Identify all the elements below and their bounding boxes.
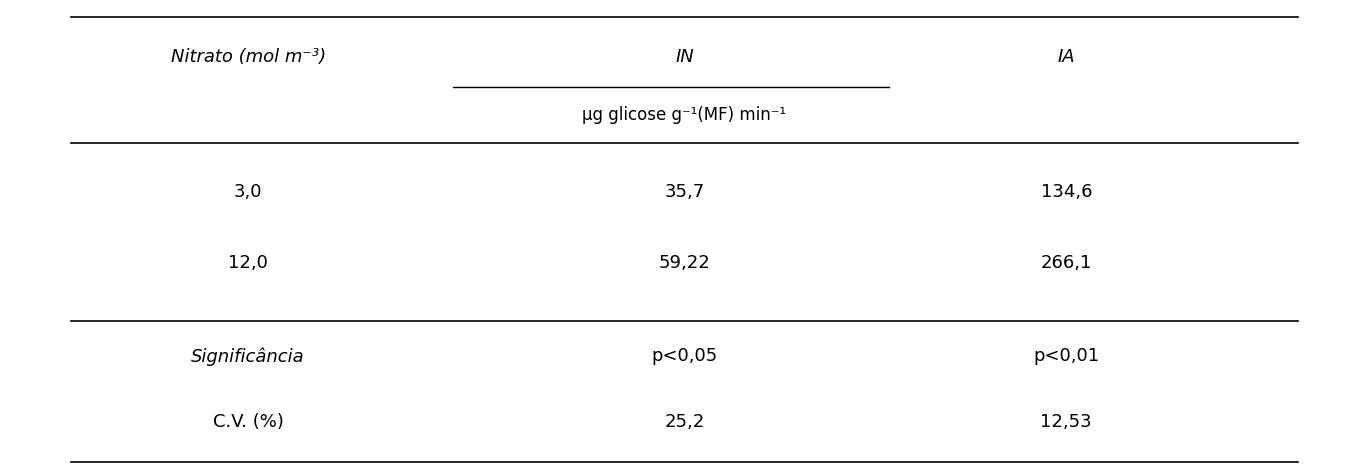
Text: 12,0: 12,0 — [229, 254, 268, 272]
Text: 266,1: 266,1 — [1040, 254, 1092, 272]
Text: 35,7: 35,7 — [664, 183, 705, 201]
Text: p<0,05: p<0,05 — [652, 347, 717, 365]
Text: 134,6: 134,6 — [1040, 183, 1092, 201]
Text: 3,0: 3,0 — [234, 183, 263, 201]
Text: 59,22: 59,22 — [658, 254, 711, 272]
Text: 25,2: 25,2 — [664, 413, 705, 431]
Text: IN: IN — [675, 48, 694, 65]
Text: 12,53: 12,53 — [1040, 413, 1092, 431]
Text: C.V. (%): C.V. (%) — [212, 413, 283, 431]
Text: p<0,01: p<0,01 — [1034, 347, 1099, 365]
Text: μg glicose g⁻¹(MF) min⁻¹: μg glicose g⁻¹(MF) min⁻¹ — [582, 106, 787, 124]
Text: IA: IA — [1057, 48, 1075, 65]
Text: Nitrato (mol m⁻³): Nitrato (mol m⁻³) — [171, 48, 326, 65]
Text: Significância: Significância — [192, 347, 305, 366]
